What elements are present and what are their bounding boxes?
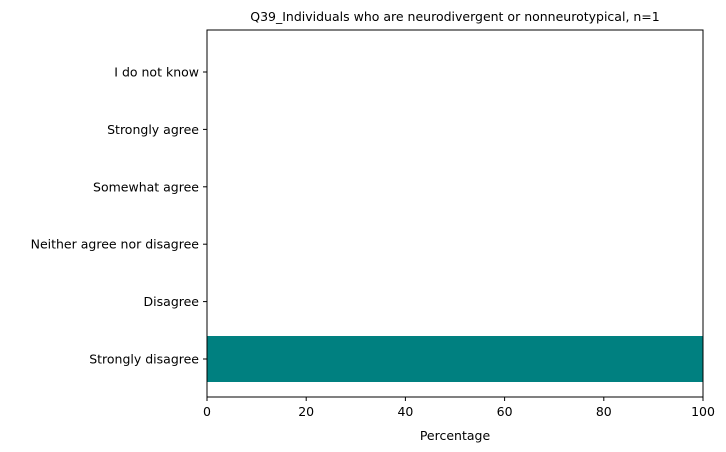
x-tick-label: 80 <box>596 404 612 419</box>
x-tick-label: 0 <box>203 404 211 419</box>
y-tick-label: Disagree <box>144 294 200 309</box>
bar <box>207 336 703 382</box>
y-tick-label: Strongly agree <box>107 122 199 137</box>
y-tick-label: Neither agree nor disagree <box>31 237 200 252</box>
y-axis: Strongly disagree Disagree Neither agree n… <box>31 65 207 367</box>
x-tick-label: 40 <box>397 404 413 419</box>
chart-title: Q39_Individuals who are neurodivergent o… <box>250 9 660 24</box>
x-tick-label: 60 <box>497 404 513 419</box>
x-tick-label: 20 <box>298 404 314 419</box>
y-tick-label: Somewhat agree <box>93 179 199 194</box>
x-tick-label: 100 <box>691 404 715 419</box>
x-axis-label: Percentage <box>420 428 491 443</box>
x-axis: 0 20 40 60 80 100 <box>203 397 715 419</box>
y-tick-label: Strongly disagree <box>89 352 199 367</box>
bars-layer <box>207 336 703 382</box>
y-tick-label: I do not know <box>114 65 199 80</box>
plot-frame <box>206 29 704 398</box>
